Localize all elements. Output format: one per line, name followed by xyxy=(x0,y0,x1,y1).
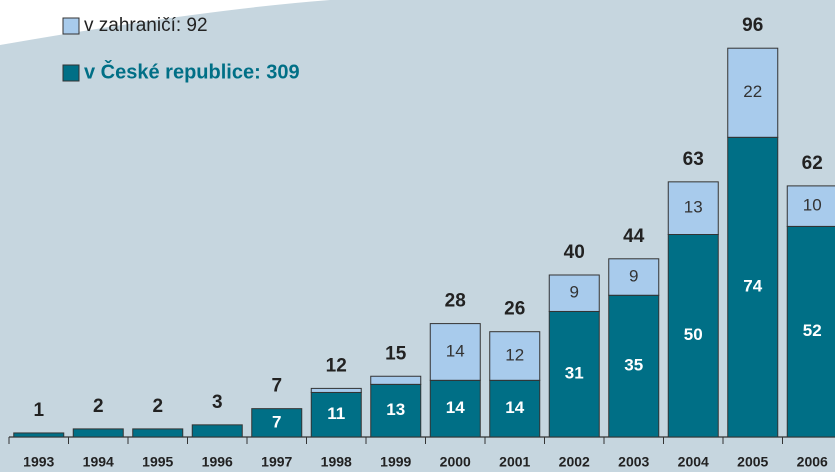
bar-segment xyxy=(429,323,481,381)
value-label: 12 xyxy=(505,345,524,364)
total-label: 96 xyxy=(742,15,763,36)
legend-label: v České republice: 309 xyxy=(84,59,300,83)
value-label: 13 xyxy=(684,198,703,217)
x-tick-label: 1996 xyxy=(202,454,233,470)
value-label: 74 xyxy=(743,277,762,296)
bar-segment xyxy=(786,225,835,438)
x-tick-label: 2002 xyxy=(559,454,590,470)
total-label: 12 xyxy=(326,355,347,376)
bar-segment xyxy=(310,391,362,438)
x-tick-label: 2000 xyxy=(440,454,471,470)
bar-segment xyxy=(667,181,719,236)
total-label: 63 xyxy=(683,149,704,170)
bar-segment xyxy=(370,375,422,385)
value-label: 52 xyxy=(803,321,822,340)
x-tick-label: 1993 xyxy=(23,454,54,470)
bar-segment xyxy=(191,424,243,438)
value-label: 31 xyxy=(565,364,584,383)
total-label: 15 xyxy=(385,343,407,364)
bar-segment xyxy=(72,428,124,438)
x-tick-label: 2004 xyxy=(678,454,709,470)
value-label: 14 xyxy=(505,398,524,417)
x-tick-label: 2005 xyxy=(737,454,768,470)
bar-segment xyxy=(13,432,65,438)
total-label: 28 xyxy=(445,291,466,312)
total-label: 2 xyxy=(93,396,104,417)
bar-segment xyxy=(667,234,719,438)
value-label: 13 xyxy=(386,400,405,419)
total-label: 40 xyxy=(564,242,585,263)
bar-segment xyxy=(608,258,660,296)
total-label: 1 xyxy=(33,400,44,421)
legend-swatch xyxy=(62,64,80,82)
bar-segment xyxy=(132,428,184,438)
value-label: 9 xyxy=(629,267,638,286)
bar-segment xyxy=(251,408,303,438)
total-label: 2 xyxy=(152,396,163,417)
bar-segment xyxy=(727,47,779,138)
bar-segment xyxy=(429,379,481,438)
bar-segment xyxy=(310,387,362,393)
x-tick-label: 2001 xyxy=(499,454,530,470)
x-tick-label: 2006 xyxy=(797,454,828,470)
total-label: 7 xyxy=(271,376,282,397)
x-tick-label: 1998 xyxy=(321,454,352,470)
x-tick-label: 1997 xyxy=(261,454,292,470)
x-tick-label: 1995 xyxy=(142,454,173,470)
x-tick-label: 2003 xyxy=(618,454,649,470)
bar-segment xyxy=(608,294,660,438)
value-label: 50 xyxy=(684,325,703,344)
bar-segment xyxy=(548,310,600,438)
value-label: 22 xyxy=(743,82,762,101)
total-label: 62 xyxy=(802,153,823,174)
value-label: 9 xyxy=(570,283,579,302)
x-tick-label: 1999 xyxy=(380,454,411,470)
bar-segment xyxy=(548,274,600,312)
total-label: 3 xyxy=(212,392,223,413)
value-label: 14 xyxy=(446,341,465,360)
bar-segment xyxy=(727,136,779,438)
value-label: 10 xyxy=(803,196,822,215)
total-label: 44 xyxy=(623,226,645,247)
total-label: 26 xyxy=(504,299,525,320)
swoosh xyxy=(0,0,330,45)
value-label: 14 xyxy=(446,398,465,417)
value-label: 7 xyxy=(272,412,281,431)
value-label: 35 xyxy=(624,356,643,375)
x-tick-label: 1994 xyxy=(83,454,114,470)
legend-swatch xyxy=(62,17,80,35)
bar-segment xyxy=(489,331,541,381)
legend-label: v zahraničí: 92 xyxy=(84,15,208,36)
bar-segment xyxy=(786,185,835,227)
value-label: 11 xyxy=(327,404,345,423)
bar-segment xyxy=(370,383,422,438)
